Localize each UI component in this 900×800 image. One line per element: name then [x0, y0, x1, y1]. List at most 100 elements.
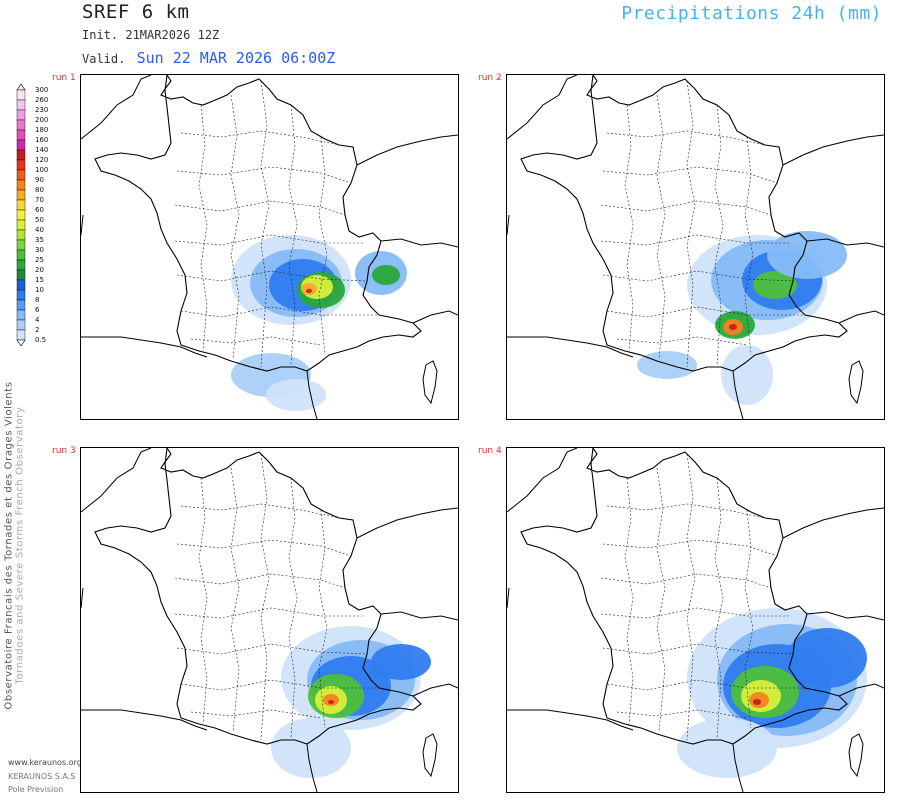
precipitation-field [231, 235, 407, 411]
department-border [600, 234, 789, 246]
department-border [174, 573, 346, 589]
colorbar-swatch [16, 269, 26, 281]
observatory-credit-en: Tornadoes and Severe Storms French Obser… [14, 406, 26, 685]
footer-company: KERAUNOS S.A.S [8, 772, 76, 781]
colorbar-label: 260 [35, 96, 49, 104]
country-borders [81, 75, 458, 419]
department-border [616, 709, 748, 719]
coastline [81, 709, 208, 731]
france-outline [94, 75, 422, 372]
colorbar-label: 8 [35, 296, 40, 304]
colorbar-swatch [16, 219, 26, 231]
precipitation-field [677, 608, 867, 778]
run-label-3: run 3 [52, 446, 76, 456]
colorbar-swatch [16, 89, 26, 101]
colorbar-swatch [16, 99, 26, 111]
colorbar-swatch [16, 249, 26, 261]
department-border [288, 104, 298, 366]
coastline [838, 683, 884, 697]
valid-time: Valid. Sun 22 MAR 2026 06:00Z [82, 49, 335, 67]
department-border [600, 573, 772, 589]
colorbar-label: 230 [35, 106, 49, 114]
precip-contour [637, 351, 697, 379]
valid-date: Sun 22 MAR 2026 06:00Z [136, 49, 336, 67]
footer-url[interactable]: www.keraunos.org [8, 758, 82, 767]
department-border [176, 166, 352, 184]
department-border [230, 467, 240, 733]
colorbar-swatch [16, 229, 26, 241]
department-border [174, 200, 346, 216]
colorbar-label: 4 [35, 316, 40, 324]
colorbar-swatch [16, 159, 26, 171]
precip-contour [271, 718, 351, 778]
colorbar-swatch [16, 259, 26, 271]
department-border [686, 453, 696, 741]
colorbar-swatch [16, 189, 26, 201]
department-border [606, 679, 805, 691]
department-border [176, 539, 352, 557]
precip-map-run-4 [507, 448, 884, 792]
department-border [180, 679, 379, 691]
coastline [306, 743, 318, 792]
precip-contour [767, 231, 847, 279]
department-border [230, 94, 240, 360]
department-borders [600, 80, 805, 368]
corsica-outline [422, 360, 438, 405]
department-border [176, 270, 368, 282]
coastline [507, 709, 634, 731]
department-border [190, 709, 322, 719]
precip-contour [721, 345, 773, 405]
coastline [507, 448, 578, 513]
coastline [306, 370, 318, 419]
country-borders [507, 448, 884, 792]
department-border [260, 80, 270, 368]
coastline [806, 238, 884, 248]
coastline [356, 507, 458, 539]
run-label-1: run 1 [52, 73, 76, 83]
department-borders [174, 453, 379, 741]
france-outline [94, 448, 422, 745]
colorbar-swatch [16, 209, 26, 221]
colorbar-label: 140 [35, 146, 49, 154]
corsica-outline [422, 733, 438, 778]
colorbar-label: 200 [35, 116, 49, 124]
colorbar-swatch [16, 279, 26, 291]
colorbar-label: 6 [35, 306, 40, 314]
department-border [606, 130, 766, 146]
department-border [656, 94, 666, 360]
map-panel-run-1 [80, 74, 459, 420]
department-border [180, 503, 340, 519]
department-border [198, 477, 208, 725]
department-border [174, 234, 363, 246]
colorbar-label: 50 [35, 216, 44, 224]
coastline [356, 134, 458, 166]
precip-contour [306, 289, 312, 293]
coastline [81, 448, 152, 513]
coastline [507, 336, 634, 358]
department-border [180, 306, 379, 318]
department-border [602, 166, 778, 184]
colorbar-legend: 300 260 230 200 180 160 140 120 100 90 80 70 60 50 40 3… [13, 83, 53, 347]
precip-contour [729, 324, 737, 330]
coastline [412, 683, 458, 697]
department-border [602, 539, 778, 557]
colorbar-label: 20 [35, 266, 44, 274]
coastline [782, 134, 884, 166]
country-borders [507, 75, 884, 419]
department-border [616, 336, 748, 346]
colorbar-swatch [16, 319, 26, 331]
precip-contour [328, 700, 334, 704]
department-border [606, 503, 766, 519]
run-label-4: run 4 [478, 446, 502, 456]
colorbar-swatch [16, 149, 26, 161]
department-border [260, 453, 270, 741]
colorbar-swatch [16, 199, 26, 211]
corsica-outline [848, 733, 864, 778]
precip-contour [372, 265, 400, 285]
coastline [81, 336, 208, 358]
footer-product: Pole Prevision [8, 785, 64, 794]
colorbar-swatch [16, 119, 26, 131]
precipitation-field [637, 231, 847, 405]
colorbar-label: 160 [35, 136, 49, 144]
department-border [288, 477, 298, 739]
